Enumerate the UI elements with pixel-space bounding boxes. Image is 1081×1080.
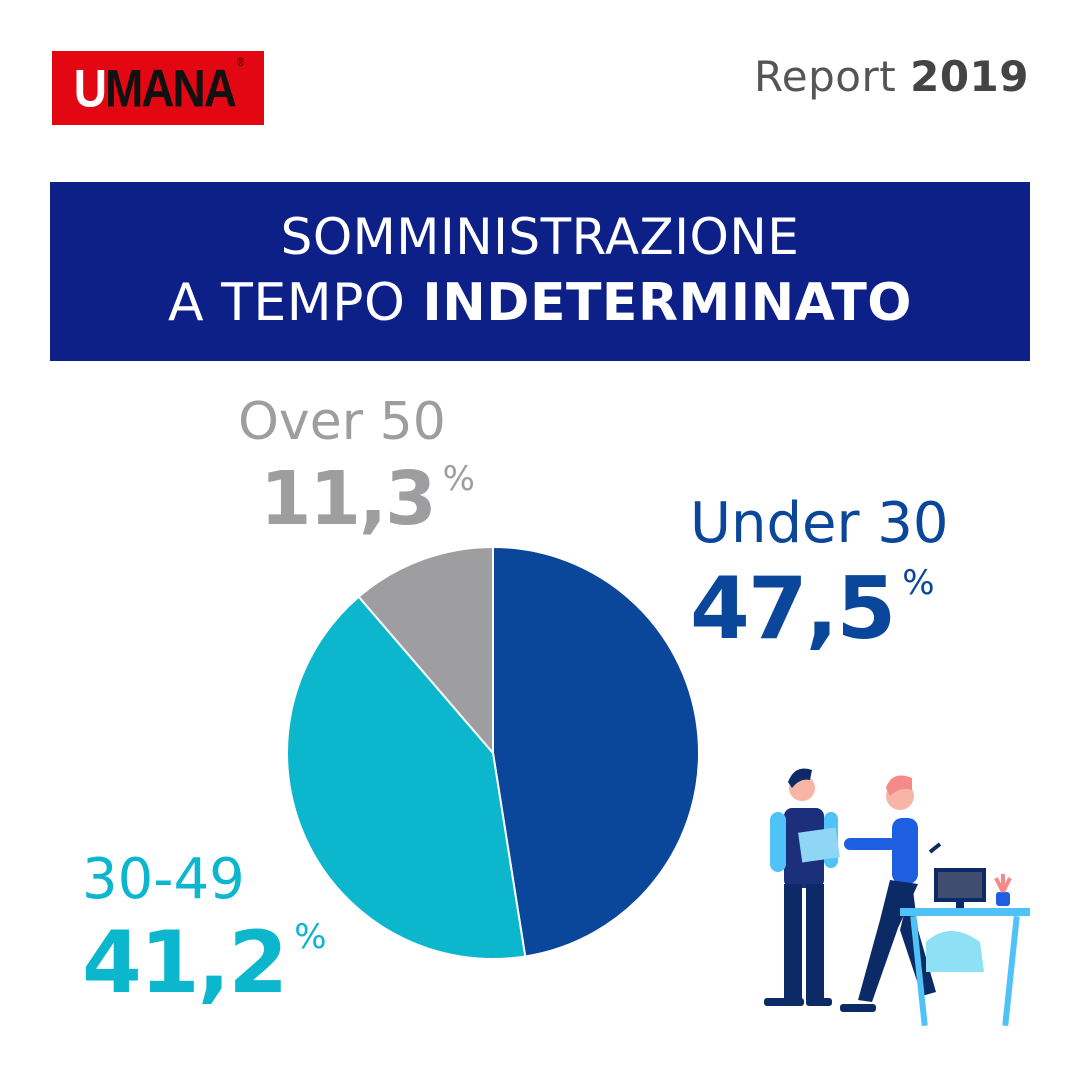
title-line-2: A TEMPO INDETERMINATO: [50, 268, 1030, 338]
label-under30-unit: %: [902, 563, 935, 603]
logo-u: U: [73, 58, 107, 118]
title-banner: SOMMINISTRAZIONE A TEMPO INDETERMINATO: [50, 182, 1030, 361]
label-30-49-name: 30-49: [82, 847, 245, 912]
label-30-49-value: 41,2: [82, 913, 288, 1013]
pie-slice-30-49: [285, 595, 527, 960]
label-over50-value-row: 11,3%: [260, 462, 475, 536]
desk: [900, 842, 1030, 1027]
label-under30-value: 47,5: [690, 559, 896, 659]
logo-rest: MANA: [104, 58, 237, 118]
label-under30-name: Under 30: [690, 491, 949, 556]
report-heading: Report 2019: [754, 52, 1029, 101]
pie-slice-over50: [357, 545, 494, 756]
title-line-2-normal: A TEMPO: [168, 272, 406, 333]
logo-registered-mark: ®: [236, 56, 245, 70]
office-workers-illustration: [764, 768, 1030, 1027]
pie-slice-under30: [492, 545, 700, 958]
label-over50-value: 11,3: [260, 456, 437, 542]
title-line-2-bold: INDETERMINATO: [422, 272, 912, 333]
label-30-49: 30-49 41,2%: [82, 847, 327, 1007]
label-over50: Over 50 11,3%: [238, 396, 475, 536]
label-under30-value-row: 47,5%: [690, 566, 949, 652]
logo-text: UMANA ®: [73, 56, 245, 119]
report-label: Report: [754, 52, 897, 101]
title-line-1: SOMMINISTRAZIONE: [280, 207, 800, 266]
umana-logo: UMANA ®: [52, 51, 264, 125]
label-over50-unit: %: [442, 459, 475, 499]
person-left: [764, 768, 840, 1006]
label-30-49-unit: %: [294, 917, 327, 957]
label-under30: Under 30 47,5%: [690, 491, 949, 653]
report-year: 2019: [910, 52, 1029, 101]
label-over50-name: Over 50: [238, 392, 446, 452]
label-30-49-value-row: 41,2%: [82, 920, 327, 1006]
